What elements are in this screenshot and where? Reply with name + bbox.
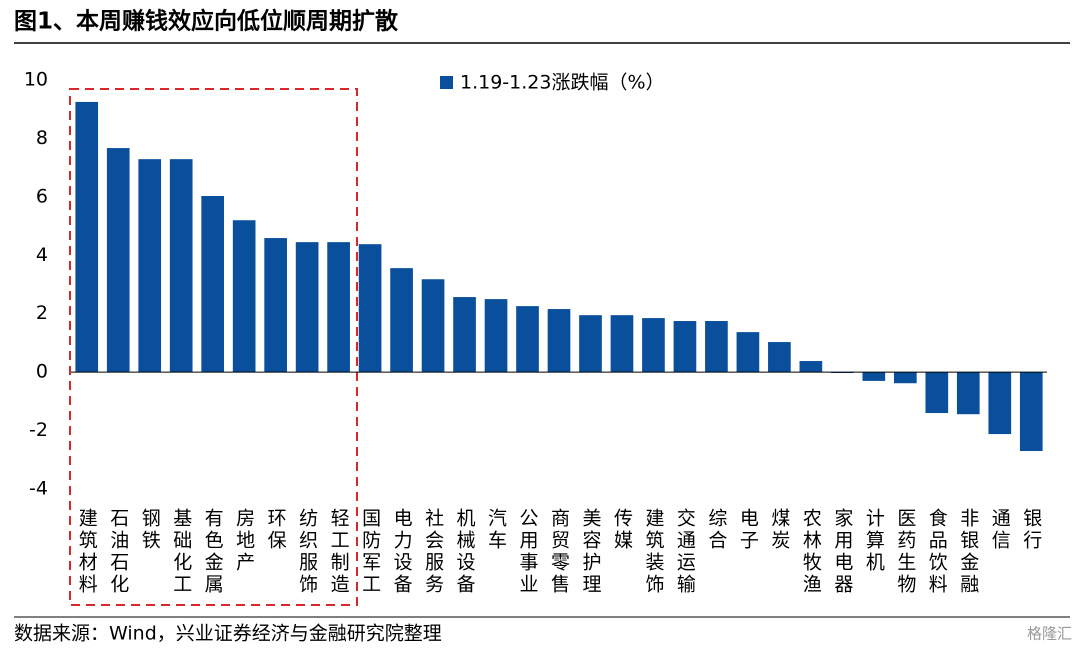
- bar: [673, 321, 697, 373]
- bar: [799, 361, 823, 373]
- x-tick-label: 传媒: [611, 508, 633, 552]
- bar: [232, 220, 256, 373]
- bar: [547, 309, 571, 373]
- x-tick-label: 轻工制造: [328, 508, 350, 596]
- y-tick-label: 0: [36, 361, 48, 383]
- bar: [516, 306, 539, 373]
- x-tick-label: 农林牧渔: [800, 508, 822, 596]
- bar: [169, 159, 193, 373]
- x-tick-label: 建筑装饰: [642, 508, 664, 596]
- bar: [484, 299, 508, 373]
- x-tick-label: 房地产: [233, 508, 255, 574]
- x-tick-label: 综合: [705, 508, 727, 552]
- bar: [956, 372, 980, 415]
- x-tick-label: 食品饮料: [926, 508, 948, 596]
- y-tick-label: 6: [36, 185, 48, 207]
- x-tick-label: 通信: [989, 508, 1011, 552]
- bar: [610, 315, 634, 373]
- x-tick-label: 电力设备: [391, 508, 413, 596]
- highlight-box: [69, 88, 358, 606]
- y-tick-label: -2: [29, 419, 48, 441]
- bar: [768, 342, 791, 373]
- x-tick-label: 建筑材料: [76, 508, 98, 596]
- bar: [705, 321, 728, 373]
- x-tick-label: 石油石化: [107, 508, 129, 596]
- x-tick-label: 煤炭: [768, 508, 790, 552]
- legend-label: 1.19-1.23涨跌幅（%）: [460, 72, 665, 94]
- x-tick-label: 社会服务: [422, 508, 444, 596]
- legend-swatch: [440, 76, 453, 89]
- bar: [327, 242, 350, 373]
- bar: [1019, 372, 1043, 452]
- x-tick-label: 电子: [737, 508, 759, 552]
- bar: [295, 242, 319, 373]
- x-tick-label: 交通运输: [674, 508, 696, 596]
- y-tick-label: 10: [24, 69, 48, 91]
- bar: [579, 315, 602, 373]
- bar: [453, 297, 476, 373]
- x-tick-label: 非银金融: [957, 508, 979, 596]
- chart-title: 图1、本周赚钱效应向低位顺周期扩散: [14, 8, 398, 35]
- x-tick-label: 汽车: [485, 508, 507, 552]
- x-tick-label: 国防军工: [359, 508, 381, 596]
- x-tick-label: 基础化工: [170, 508, 192, 596]
- x-tick-label: 有色金属: [202, 508, 224, 596]
- y-tick-label: 2: [36, 302, 48, 324]
- y-tick-label: -4: [29, 478, 48, 500]
- bar: [75, 101, 99, 373]
- bar: [925, 372, 949, 414]
- bar: [138, 159, 162, 373]
- x-tick-label: 计算机: [863, 508, 885, 574]
- bar: [862, 372, 886, 381]
- x-tick-label: 纺织服饰: [296, 508, 318, 596]
- x-tick-label: 商贸零售: [548, 508, 570, 596]
- x-tick-label: 美容护理: [579, 508, 601, 596]
- x-tick-label: 医药生物: [894, 508, 916, 596]
- x-tick-label: 机械设备: [454, 508, 476, 596]
- x-tick-label: 钢铁: [139, 508, 161, 552]
- bar: [988, 372, 1012, 435]
- y-tick-label: 4: [36, 244, 48, 266]
- bar: [358, 244, 382, 373]
- bar: [390, 268, 413, 373]
- source: 数据来源：Wind，兴业证券经济与金融研究院整理: [14, 623, 442, 645]
- y-tick-label: 8: [36, 127, 48, 149]
- bar: [736, 332, 760, 373]
- x-tick-label: 公用事业: [517, 508, 539, 596]
- watermark: 格隆汇: [1027, 625, 1072, 643]
- bar: [264, 238, 287, 373]
- bar: [421, 279, 445, 373]
- bar: [893, 372, 917, 384]
- bar: [106, 148, 130, 373]
- bar: [642, 318, 665, 373]
- bar: [201, 195, 225, 373]
- x-tick-label: 家用电器: [831, 508, 853, 596]
- x-tick-label: 银行: [1020, 508, 1042, 552]
- x-tick-label: 环保: [265, 508, 287, 552]
